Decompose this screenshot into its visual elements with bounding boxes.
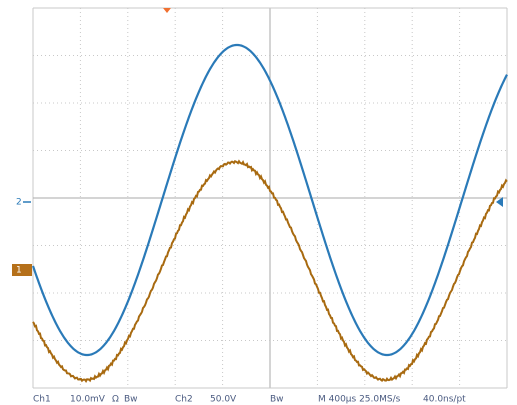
ch1-coupling: Ω — [112, 395, 119, 405]
ch1-waveform — [32, 159, 508, 383]
ch1-bw: Bw — [124, 395, 138, 405]
ch1-scale: 10.0mV — [70, 395, 106, 405]
ch2-marker: 2 — [16, 198, 22, 208]
ch2-scale: 50.0V — [210, 395, 237, 405]
trigger-position — [163, 8, 171, 13]
resolution: 40.0ns/pt — [423, 395, 466, 405]
trigger-level — [496, 197, 503, 207]
ch1-marker: 1 — [16, 266, 22, 276]
ch1-label: Ch1 — [33, 395, 51, 405]
ch1-marker-box — [12, 264, 32, 276]
timebase: M 400µs 25.0MS/s — [318, 395, 401, 405]
ch2-bw: Bw — [270, 395, 284, 405]
ch2-label: Ch2 — [175, 395, 193, 405]
ch2-waveform — [31, 43, 508, 357]
graticule — [32, 7, 508, 389]
